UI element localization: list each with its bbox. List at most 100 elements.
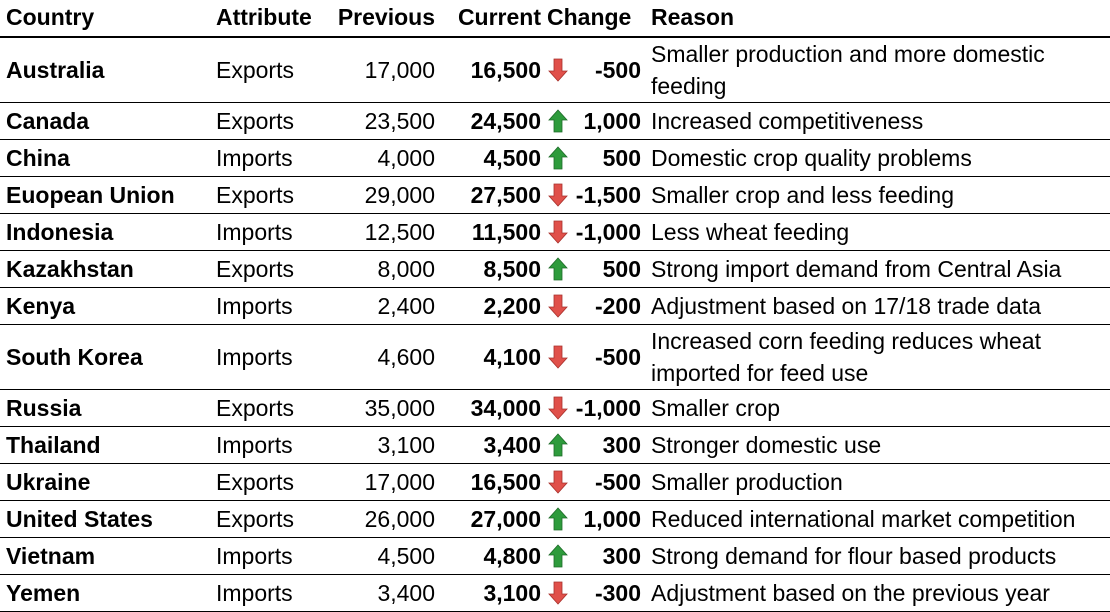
previous-cell: 17,000 xyxy=(364,57,435,83)
country-cell: Yemen xyxy=(6,580,81,606)
table-row: Indonesia Imports 12,500 11,500 -1,000 Less w… xyxy=(0,214,1110,251)
previous-cell: 35,000 xyxy=(364,395,435,421)
country-cell: United States xyxy=(6,506,153,532)
table-row: United States Exports 26,000 27,000 1,000 Red… xyxy=(0,501,1110,538)
table-row: Yemen Imports 3,400 3,100 -300 Adjustment bas… xyxy=(0,575,1110,612)
change-cell: -500 xyxy=(594,57,641,83)
current-cell: 16,500 xyxy=(470,469,541,495)
previous-cell: 23,500 xyxy=(364,108,435,134)
attribute-cell: Exports xyxy=(216,57,294,83)
arrow-up-icon xyxy=(548,433,568,457)
reason-cell: Stronger domestic use xyxy=(651,432,882,458)
change-arrow-cell xyxy=(545,214,571,251)
header-country: Country xyxy=(0,0,210,38)
arrow-down-icon xyxy=(548,220,568,244)
arrow-up-icon xyxy=(548,109,568,133)
table-row: Kazakhstan Exports 8,000 8,500 500 Strong imp… xyxy=(0,251,1110,288)
arrow-down-icon xyxy=(548,345,568,369)
current-cell: 24,500 xyxy=(470,108,541,134)
country-cell: China xyxy=(6,145,70,171)
current-cell: 27,500 xyxy=(470,182,541,208)
header-reason: Reason xyxy=(645,0,1110,38)
country-cell: Kenya xyxy=(6,293,76,319)
arrow-up-icon xyxy=(548,544,568,568)
change-arrow-cell xyxy=(545,427,571,464)
change-arrow-cell xyxy=(545,501,571,538)
change-arrow-cell xyxy=(545,288,571,325)
reason-cell: Strong demand for flour based products xyxy=(651,543,1057,569)
arrow-up-icon xyxy=(548,146,568,170)
current-cell: 4,800 xyxy=(483,543,541,569)
change-arrow-cell xyxy=(545,575,571,612)
attribute-cell: Exports xyxy=(216,469,294,495)
table-row: Thailand Imports 3,100 3,400 300 Stronger dom… xyxy=(0,427,1110,464)
change-cell: -1,000 xyxy=(575,395,641,421)
reason-cell: Strong import demand from Central Asia xyxy=(651,256,1062,282)
current-cell: 16,500 xyxy=(470,57,541,83)
previous-cell: 4,500 xyxy=(377,543,435,569)
country-cell: Indonesia xyxy=(6,219,114,245)
change-cell: 300 xyxy=(602,432,641,458)
table-row: Kenya Imports 2,400 2,200 -200 Adjustment bas… xyxy=(0,288,1110,325)
reason-cell: Smaller crop and less feeding xyxy=(651,182,954,208)
arrow-down-icon xyxy=(548,294,568,318)
change-cell: -300 xyxy=(594,580,641,606)
arrow-down-icon xyxy=(548,58,568,82)
attribute-cell: Imports xyxy=(216,543,293,569)
change-cell: -500 xyxy=(594,344,641,370)
reason-cell: Smaller production xyxy=(651,469,843,495)
header-previous: Previous xyxy=(320,0,439,38)
country-cell: Australia xyxy=(6,57,105,83)
current-cell: 8,500 xyxy=(483,256,541,282)
change-arrow-cell xyxy=(545,538,571,575)
current-cell: 11,500 xyxy=(471,219,541,245)
change-arrow-cell xyxy=(545,251,571,288)
country-cell: Kazakhstan xyxy=(6,256,134,282)
change-cell: 1,000 xyxy=(583,506,641,532)
current-cell: 3,400 xyxy=(483,432,541,458)
reason-cell: Adjustment based on 17/18 trade data xyxy=(651,293,1042,319)
current-cell: 4,500 xyxy=(483,145,541,171)
table-row: Vietnam Imports 4,500 4,800 300 Strong demand… xyxy=(0,538,1110,575)
previous-cell: 12,500 xyxy=(364,219,435,245)
attribute-cell: Imports xyxy=(216,145,293,171)
change-cell: -500 xyxy=(594,469,641,495)
header-row: Country Attribute Previous Current Chang… xyxy=(0,0,1110,38)
change-arrow-cell xyxy=(545,177,571,214)
arrow-down-icon xyxy=(548,470,568,494)
country-cell: Euopean Union xyxy=(6,182,175,208)
previous-cell: 3,400 xyxy=(377,580,435,606)
reason-cell: Increased corn feeding reduces wheat imp… xyxy=(651,328,1041,386)
change-arrow-cell xyxy=(545,37,571,103)
arrow-up-icon xyxy=(548,257,568,281)
arrow-up-icon xyxy=(548,507,568,531)
table-row: Canada Exports 23,500 24,500 1,000 Increased … xyxy=(0,103,1110,140)
reason-cell: Smaller crop xyxy=(651,395,781,421)
change-cell: 500 xyxy=(602,256,641,282)
arrow-down-icon xyxy=(548,581,568,605)
table-row: Ukraine Exports 17,000 16,500 -500 Smaller pr… xyxy=(0,464,1110,501)
attribute-cell: Imports xyxy=(216,580,293,606)
current-cell: 34,000 xyxy=(470,395,541,421)
previous-cell: 3,100 xyxy=(377,432,435,458)
attribute-cell: Imports xyxy=(216,293,293,319)
reason-cell: Less wheat feeding xyxy=(651,219,850,245)
change-arrow-cell xyxy=(545,325,571,390)
country-cell: Ukraine xyxy=(6,469,91,495)
table-row: Euopean Union Exports 29,000 27,500 -1,500 Sm… xyxy=(0,177,1110,214)
table-body: Australia Exports 17,000 16,500 -500 Smaller … xyxy=(0,37,1110,612)
change-cell: 300 xyxy=(602,543,641,569)
table-row: South Korea Imports 4,600 4,100 -500 Increase… xyxy=(0,325,1110,390)
change-cell: -1,000 xyxy=(575,219,641,245)
attribute-cell: Imports xyxy=(216,344,293,370)
change-arrow-cell xyxy=(545,390,571,427)
current-cell: 27,000 xyxy=(470,506,541,532)
previous-cell: 26,000 xyxy=(364,506,435,532)
table-row: China Imports 4,000 4,500 500 Domestic crop q… xyxy=(0,140,1110,177)
attribute-cell: Imports xyxy=(216,219,293,245)
arrow-down-icon xyxy=(548,183,568,207)
current-cell: 4,100 xyxy=(483,344,541,370)
change-cell: -1,500 xyxy=(575,182,641,208)
attribute-cell: Exports xyxy=(216,108,294,134)
change-arrow-cell xyxy=(545,140,571,177)
